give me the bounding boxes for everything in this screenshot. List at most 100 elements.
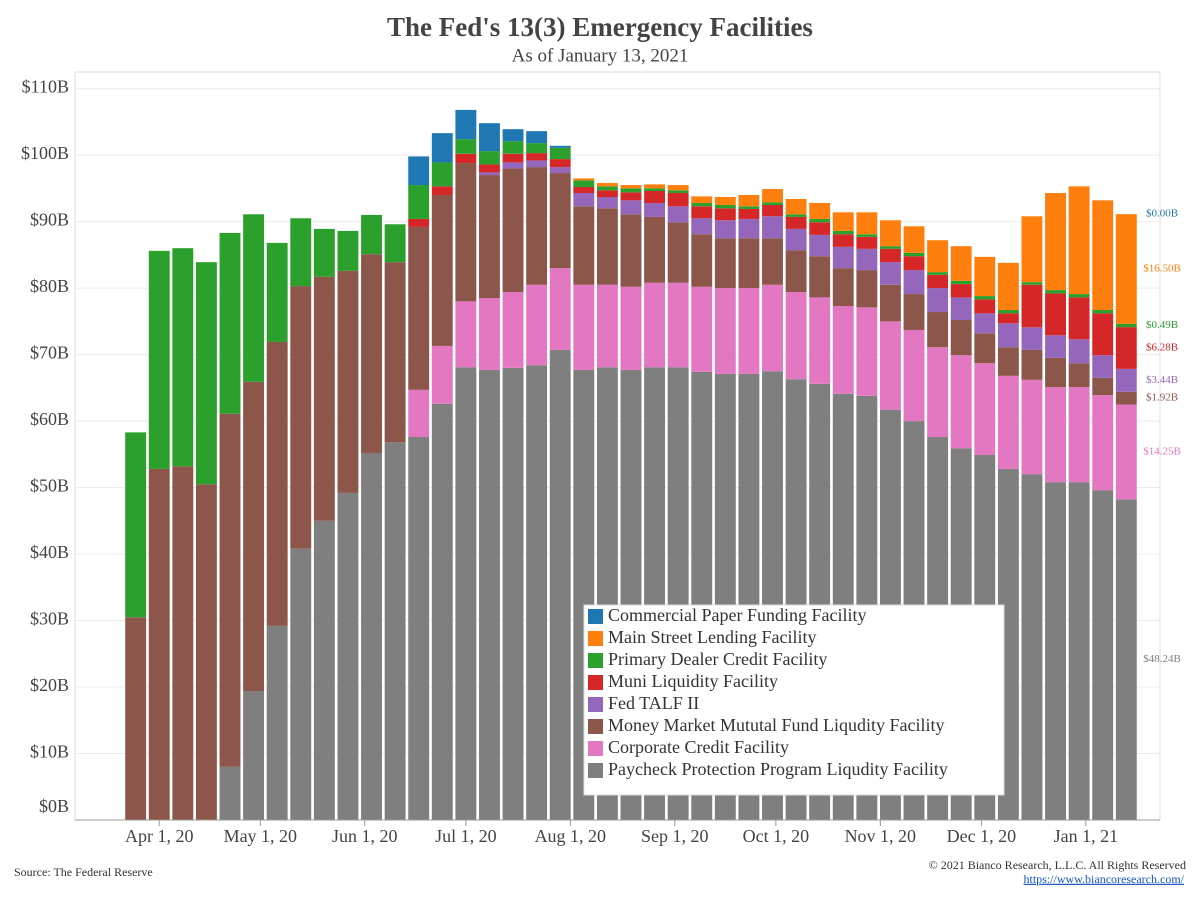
bar-segment bbox=[384, 224, 406, 263]
bar-segment bbox=[927, 240, 949, 273]
bar-segment bbox=[785, 292, 807, 380]
bar-segment bbox=[667, 206, 689, 223]
legend-swatch bbox=[588, 609, 603, 624]
bar-segment bbox=[431, 345, 453, 404]
bar-segment bbox=[997, 347, 1019, 376]
y-tick-label: $100B bbox=[21, 143, 69, 163]
legend-swatch bbox=[588, 631, 603, 646]
bar-segment bbox=[974, 256, 996, 297]
legend-swatch bbox=[588, 741, 603, 756]
bar-segment bbox=[691, 218, 713, 235]
legend-box bbox=[583, 604, 1005, 796]
x-tick-label: Dec 1, 20 bbox=[947, 826, 1016, 846]
bar-segment bbox=[573, 178, 595, 181]
bar-segment bbox=[479, 175, 500, 299]
y-tick-label: $50B bbox=[30, 476, 69, 496]
bar-segment bbox=[290, 548, 312, 820]
bar-segment bbox=[714, 288, 736, 374]
bar-segment bbox=[1068, 294, 1090, 298]
bar-segment bbox=[361, 254, 382, 453]
bar-segment bbox=[1068, 482, 1090, 820]
x-tick-label: Nov 1, 20 bbox=[845, 826, 917, 846]
bar-segment bbox=[455, 139, 477, 154]
bar-segment bbox=[266, 625, 288, 820]
bar-segment bbox=[526, 160, 548, 168]
bar-segment bbox=[1021, 284, 1043, 328]
bar-segment bbox=[809, 297, 831, 384]
bar-segment bbox=[266, 341, 288, 626]
bar-segment bbox=[1045, 290, 1066, 294]
bar-segment bbox=[620, 286, 642, 370]
bar-segment bbox=[408, 226, 430, 390]
bar-segment bbox=[219, 413, 241, 767]
bar-segment bbox=[337, 492, 359, 820]
chart-subtitle: As of January 13, 2021 bbox=[512, 45, 689, 66]
bar-segment bbox=[549, 173, 571, 269]
bar-segment bbox=[691, 286, 713, 372]
bar-segment bbox=[785, 250, 807, 293]
x-tick-label: Aug 1, 20 bbox=[535, 826, 607, 846]
value-label: $6.28B bbox=[1146, 342, 1178, 354]
chart-title: The Fed's 13(3) Emergency Facilities bbox=[387, 12, 813, 42]
bar-segment bbox=[856, 236, 878, 249]
bar-segment bbox=[1068, 363, 1090, 388]
bar-segment bbox=[997, 375, 1019, 469]
bar-segment bbox=[762, 189, 783, 203]
bar-segment bbox=[620, 188, 642, 193]
bar-segment bbox=[337, 270, 359, 493]
bar-segment bbox=[974, 299, 996, 314]
bar-segment bbox=[502, 292, 524, 368]
bar-segment bbox=[502, 129, 524, 142]
bar-segment bbox=[408, 185, 430, 219]
bar-segment bbox=[290, 286, 312, 549]
y-tick-label: $110B bbox=[22, 77, 69, 97]
y-tick-label: $80B bbox=[30, 276, 69, 296]
bar-segment bbox=[479, 164, 500, 173]
bar-segment bbox=[667, 185, 689, 191]
bar-segment bbox=[903, 270, 925, 295]
bar-segment bbox=[361, 214, 382, 255]
bar-segment bbox=[549, 159, 571, 168]
x-tick-label: Jun 1, 20 bbox=[332, 826, 398, 846]
y-tick-label: $70B bbox=[30, 343, 69, 363]
bar-segment bbox=[832, 234, 854, 247]
bar-segment bbox=[431, 195, 453, 346]
legend-label: Corporate Credit Facility bbox=[608, 737, 789, 757]
bar-segment bbox=[195, 484, 217, 820]
bar-segment bbox=[785, 228, 807, 251]
bar-segment bbox=[762, 202, 783, 205]
bar-segment bbox=[762, 204, 783, 217]
bar-segment bbox=[479, 298, 500, 370]
bar-segment bbox=[408, 156, 430, 186]
bar-segment bbox=[596, 190, 618, 197]
y-tick-label: $60B bbox=[30, 409, 69, 429]
bar-segment bbox=[903, 256, 925, 271]
website-link[interactable]: https://www.biancoresearch.com/ bbox=[1023, 872, 1184, 886]
bar-segment bbox=[714, 220, 736, 239]
bar-segment bbox=[1092, 313, 1114, 356]
bar-segment bbox=[832, 268, 854, 307]
bar-segment bbox=[927, 312, 949, 348]
value-label: $0.49B bbox=[1146, 319, 1178, 331]
bar-segment bbox=[290, 218, 312, 287]
bar-segment bbox=[997, 323, 1019, 348]
bar-segment bbox=[1115, 499, 1137, 820]
bar-segment bbox=[479, 151, 500, 165]
bar-segment bbox=[1045, 357, 1066, 388]
source: Source: The Federal Reserve bbox=[14, 865, 153, 879]
bar-segment bbox=[738, 206, 760, 209]
bar-segment bbox=[927, 272, 949, 275]
bar-segment bbox=[691, 206, 713, 219]
value-label: $1.92B bbox=[1146, 392, 1178, 404]
bar-segment bbox=[502, 141, 524, 154]
bar-segment bbox=[1068, 297, 1090, 340]
bar-segment bbox=[809, 218, 831, 223]
value-labels: $48.24B $14.25B $1.92B $3.44B $6.28B $0.49B $1… bbox=[1143, 208, 1181, 665]
bar-segment bbox=[644, 188, 666, 192]
y-tick-label: $20B bbox=[30, 675, 69, 695]
bar-segment bbox=[243, 214, 265, 382]
bar-segment bbox=[148, 468, 170, 820]
bar-segment bbox=[785, 216, 807, 229]
